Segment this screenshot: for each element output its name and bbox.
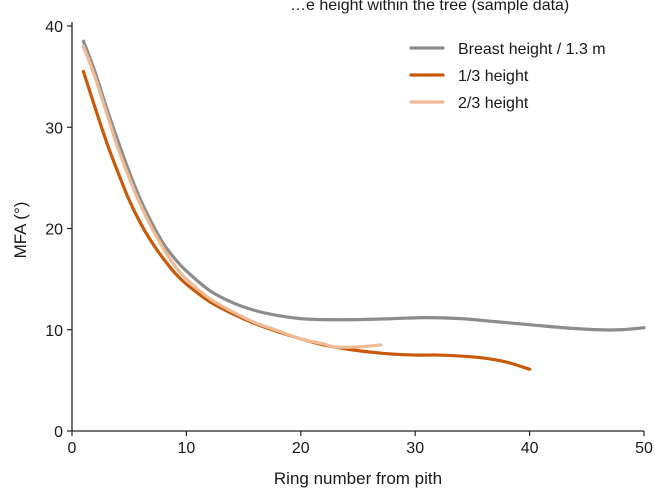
y-tick-label: 30 [45,120,63,137]
legend-label-2-3-height: 2/3 height [458,95,529,112]
legend-label-1-3-height: 1/3 height [458,68,529,85]
y-tick-label: 40 [45,19,63,36]
chart-title: …e height within the tree (sample data) [290,0,569,14]
title-layer: …e height within the tree (sample data) [290,0,569,14]
y-tick-label: 20 [45,222,63,239]
x-tick-label: 10 [178,440,196,457]
series-line-breast-height-1-3-m [81,39,646,332]
legend-layer: Breast height / 1.3 m 1/3 height 2/3 heigh… [409,41,606,112]
y-tick-label: 0 [54,424,63,441]
legend-label-breast-height-1-3-m: Breast height / 1.3 m [458,41,606,58]
x-tick-label: 30 [406,440,424,457]
x-tick-label: 40 [521,440,539,457]
y-axis-title: MFA (°) [11,202,30,259]
y-tick-label: 10 [45,323,63,340]
series-layer [81,39,646,371]
axes-layer: 0 10 20 30 40 50 0 10 20 30 40 [45,19,653,457]
x-tick-label: 50 [635,440,653,457]
x-axis-title: Ring number from pith [274,469,442,488]
x-tick-label: 0 [68,440,77,457]
x-tick-label: 20 [292,440,310,457]
series-line-2-3-height [81,44,383,349]
